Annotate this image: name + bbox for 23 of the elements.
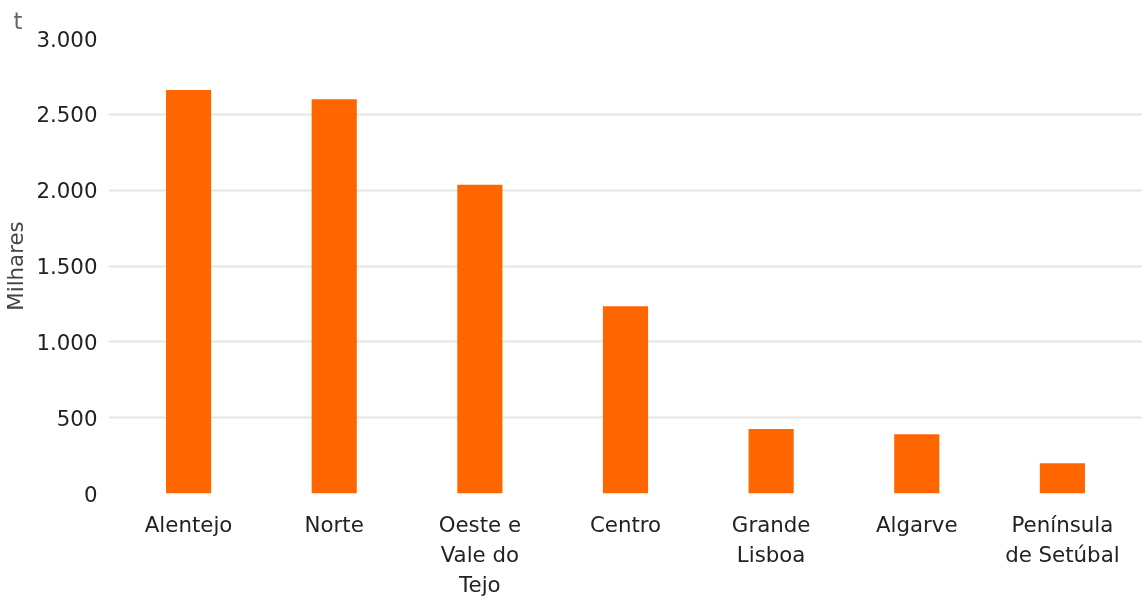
x-tick-label: Norte — [304, 511, 364, 537]
y-axis-title: Milhares — [3, 221, 29, 311]
bar — [894, 434, 940, 494]
y-tick-label: 2.000 — [36, 178, 98, 204]
bar — [166, 90, 212, 494]
bar — [457, 184, 503, 494]
y-tick-label: 1.000 — [36, 329, 98, 355]
x-tick-label: Alentejo — [144, 511, 233, 537]
bar — [602, 306, 649, 494]
x-tick-label: Centro — [589, 511, 662, 537]
y-tick-label: 500 — [56, 405, 98, 431]
x-tick-label: Península de Setúbal — [1005, 511, 1120, 567]
y-tick-label: 3.000 — [36, 26, 98, 52]
bar — [1039, 463, 1085, 494]
x-tick-label: Oeste e Vale do Tejo — [438, 511, 522, 597]
x-tick-label: Algarve — [875, 511, 958, 537]
text: t — [13, 7, 23, 34]
y-tick-label: 1.500 — [36, 254, 98, 279]
y-tick-label: 0 — [83, 481, 98, 507]
x-tick-label: Grande Lisboa — [731, 511, 811, 567]
bar — [748, 429, 794, 494]
y-tick-label: 2.500 — [36, 102, 98, 128]
bar — [311, 99, 357, 494]
